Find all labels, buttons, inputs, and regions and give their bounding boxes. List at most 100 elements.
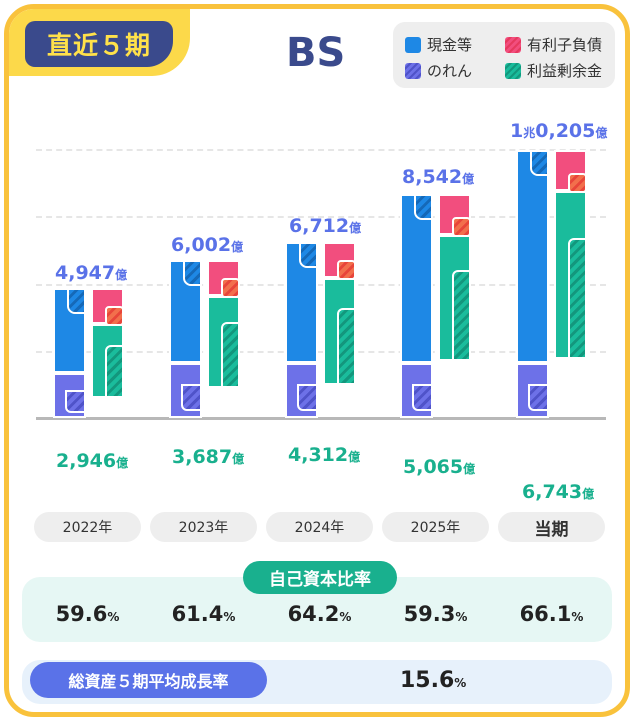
- total-unit: 億: [595, 126, 608, 140]
- ratio-value: 64.2: [287, 602, 340, 626]
- year-label-2025: 2025年: [382, 512, 489, 542]
- equity-ratio-2023: 61.4%: [150, 602, 257, 626]
- bar-cash-detail: [530, 150, 549, 176]
- gridline: [36, 284, 606, 286]
- gridline: [36, 149, 606, 151]
- bar-retained-detail: [452, 270, 471, 362]
- ratio-value: 61.4: [171, 602, 224, 626]
- retained-label-2022: 2,946億: [56, 450, 128, 472]
- total-unit-cho: 兆: [523, 126, 536, 140]
- gridline: [36, 216, 606, 218]
- ratio-value: 59.3: [403, 602, 456, 626]
- equity-ratio-2025: 59.3%: [382, 602, 489, 626]
- retained-label-2024: 4,312億: [288, 444, 360, 466]
- total-label-2025: 8,542億: [402, 166, 474, 188]
- bar-retained-detail: [337, 307, 356, 386]
- bar-goodwill-detail: [412, 383, 433, 412]
- legend-item-retained: 利益剰余金: [505, 60, 602, 81]
- growth-number: 15.6: [400, 668, 455, 693]
- retained-unit: 億: [348, 450, 361, 464]
- retained-value: 3,687: [172, 446, 233, 468]
- legend-swatch-retained: [505, 62, 521, 79]
- retained-value: 6,743: [522, 481, 583, 503]
- total-unit: 億: [115, 268, 128, 282]
- retained-label-2023: 3,687億: [172, 446, 244, 468]
- equity-ratio-title: 自己資本比率: [243, 561, 397, 594]
- year-label-2022: 2022年: [34, 512, 141, 542]
- retained-unit: 億: [463, 462, 476, 476]
- period-badge-label: 直近５期: [25, 21, 173, 67]
- bar-cash: [516, 150, 549, 363]
- retained-unit: 億: [582, 487, 595, 501]
- bar-retained-detail: [568, 238, 587, 360]
- retained-value: 2,946: [56, 450, 117, 472]
- growth-value: 15.6%: [400, 668, 466, 693]
- total-unit: 億: [349, 221, 362, 235]
- total-unit: 億: [231, 240, 244, 254]
- equity-ratio-2024: 64.2%: [266, 602, 373, 626]
- total-value: 8,542: [402, 166, 463, 188]
- legend-item-debt: 有利子負債: [505, 34, 602, 55]
- bar-goodwill-detail: [65, 389, 86, 413]
- retained-label-current: 6,743億: [522, 481, 594, 503]
- ratio-value: 59.6: [55, 602, 108, 626]
- legend-label-goodwill: のれん: [427, 62, 473, 80]
- bar-cash-detail: [67, 288, 86, 315]
- total-value-prefix: 1: [510, 120, 524, 142]
- legend-label-cash: 現金等: [427, 36, 473, 54]
- bar-debt-detail: [221, 278, 240, 299]
- legend-item-goodwill: のれん: [405, 60, 472, 81]
- ratio-unit: %: [571, 610, 584, 624]
- bar-cash-detail: [299, 241, 318, 268]
- retained-value: 4,312: [288, 444, 349, 466]
- bar-cash-detail: [183, 260, 202, 287]
- bar-goodwill-detail: [181, 383, 202, 412]
- total-value: 6,712: [289, 215, 350, 237]
- equity-ratio-2022: 59.6%: [34, 602, 141, 626]
- bar-debt-detail: [568, 172, 587, 193]
- bar-goodwill-detail: [528, 383, 549, 412]
- total-label-2024: 6,712億: [289, 215, 361, 237]
- total-value: 4,947: [55, 262, 116, 284]
- total-value: 0,205: [535, 120, 596, 142]
- bar-debt-detail: [337, 259, 356, 280]
- retained-unit: 億: [116, 456, 129, 470]
- ratio-unit: %: [339, 610, 352, 624]
- total-label-2022: 4,947億: [55, 262, 127, 284]
- legend-label-debt: 有利子負債: [527, 36, 603, 54]
- chart-title: BS: [286, 30, 346, 76]
- bar-cash: [400, 193, 433, 363]
- year-label-2023: 2023年: [150, 512, 257, 542]
- ratio-unit: %: [455, 610, 468, 624]
- legend-item-cash: 現金等: [405, 34, 472, 55]
- legend-label-retained: 利益剰余金: [527, 62, 603, 80]
- total-label-current: 1兆0,205億: [510, 120, 607, 142]
- year-label-2024: 2024年: [266, 512, 373, 542]
- period-badge: 直近５期: [9, 9, 190, 76]
- bar-debt-detail: [452, 216, 471, 237]
- legend-swatch-cash: [405, 36, 421, 53]
- gridline: [36, 351, 606, 353]
- bar-retained-detail: [221, 322, 240, 389]
- legend: 現金等 有利子負債 のれん 利益剰余金: [393, 22, 615, 88]
- retained-label-2025: 5,065億: [403, 456, 475, 478]
- ratio-unit: %: [223, 610, 236, 624]
- legend-swatch-goodwill: [405, 62, 421, 79]
- total-label-2023: 6,002億: [171, 234, 243, 256]
- legend-swatch-debt: [505, 36, 521, 53]
- bar-debt-detail: [105, 306, 124, 327]
- growth-title: 総資産５期平均成長率: [30, 662, 267, 698]
- growth-unit: %: [454, 676, 467, 690]
- bar-retained-detail: [105, 344, 124, 398]
- total-unit: 億: [462, 172, 475, 186]
- bar-cash-detail: [414, 193, 433, 220]
- retained-value: 5,065: [403, 456, 464, 478]
- equity-ratio-current: 66.1%: [498, 602, 605, 626]
- chart-baseline: [36, 417, 606, 420]
- ratio-value: 66.1: [519, 602, 572, 626]
- ratio-unit: %: [107, 610, 120, 624]
- retained-unit: 億: [232, 452, 245, 466]
- total-value: 6,002: [171, 234, 232, 256]
- year-label-current: 当期: [498, 512, 605, 542]
- bar-goodwill-detail: [297, 383, 318, 412]
